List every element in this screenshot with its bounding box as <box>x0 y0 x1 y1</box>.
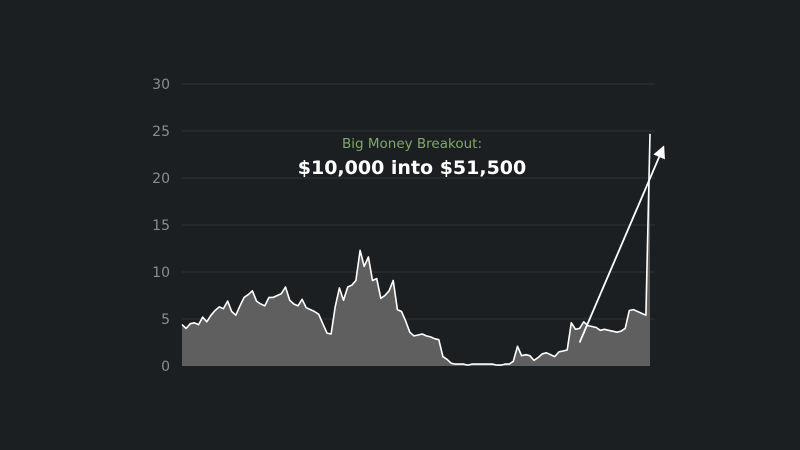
annotation-title: $10,000 into $51,500 <box>298 157 526 179</box>
trend-arrow-group <box>578 145 665 343</box>
series-line <box>181 133 651 366</box>
series-group <box>181 133 651 366</box>
y-tick-label-0: 0 <box>161 359 170 375</box>
series-area <box>182 133 650 366</box>
y-tick-label-20: 20 <box>152 171 170 187</box>
annotation: Big Money Breakout: $10,000 into $51,500 <box>298 136 526 179</box>
y-tick-label-30: 30 <box>152 77 170 93</box>
y-tick-label-5: 5 <box>161 312 170 328</box>
grid-lines <box>182 83 655 320</box>
y-tick-label-15: 15 <box>152 218 170 234</box>
y-axis-ticks: 0 5 10 15 20 25 30 <box>152 77 170 375</box>
trend-arrow <box>578 145 665 343</box>
y-tick-label-25: 25 <box>152 124 170 140</box>
y-tick-label-10: 10 <box>152 265 170 281</box>
annotation-subtitle: Big Money Breakout: <box>342 136 482 152</box>
